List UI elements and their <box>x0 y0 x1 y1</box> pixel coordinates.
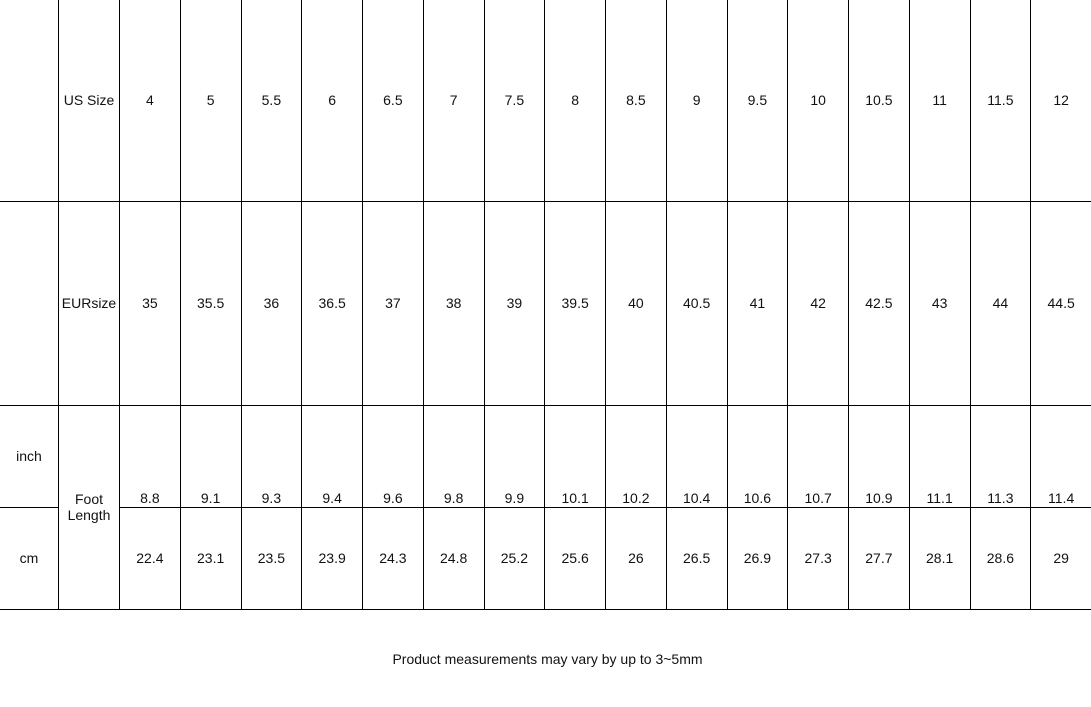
inch-cell: 10.9 <box>848 405 910 508</box>
us-size-cell: 7 <box>423 0 485 202</box>
inch-cell: 11.3 <box>970 405 1032 508</box>
us-size-cell: 10 <box>787 0 849 202</box>
us-size-cell: 5 <box>180 0 242 202</box>
inch-cell: 11.1 <box>909 405 971 508</box>
cm-cell: 23.1 <box>180 507 242 610</box>
inch-cell: 10.2 <box>605 405 667 508</box>
cm-cell: 27.3 <box>787 507 849 610</box>
eur-size-cell: 38 <box>423 201 485 406</box>
cm-cell: 25.2 <box>484 507 546 610</box>
empty-cell <box>0 0 59 202</box>
inch-cell: 9.3 <box>241 405 303 508</box>
cm-cell: 29 <box>1030 507 1091 610</box>
cm-cell: 24.3 <box>362 507 424 610</box>
inch-cell: 10.4 <box>666 405 728 508</box>
cm-cell: 26.9 <box>727 507 789 610</box>
cm-cell: 26.5 <box>666 507 728 610</box>
inch-cell: 10.6 <box>727 405 789 508</box>
us-size-cell: 4 <box>119 0 181 202</box>
cm-cell: 28.6 <box>970 507 1032 610</box>
eur-size-cell: 42.5 <box>848 201 910 406</box>
us-size-cell: 9 <box>666 0 728 202</box>
inch-cell: 9.9 <box>484 405 546 508</box>
eur-size-cell: 36 <box>241 201 303 406</box>
eur-size-cell: 43 <box>909 201 971 406</box>
us-size-row: US Size 4 5 5.5 6 6.5 7 7.5 8 8.5 9 9.5 10 10.5 11 11.… <box>0 0 1091 202</box>
us-size-cell: 6 <box>301 0 363 202</box>
eur-size-cell: 44 <box>970 201 1032 406</box>
us-size-cell: 7.5 <box>484 0 546 202</box>
us-size-label: US Size <box>58 0 120 202</box>
us-size-cell: 11.5 <box>970 0 1032 202</box>
cm-label: cm <box>0 507 59 610</box>
foot-length-label: Foot Length <box>58 405 120 610</box>
cm-cell: 27.7 <box>848 507 910 610</box>
inch-cell: 9.8 <box>423 405 485 508</box>
inch-cell: 9.4 <box>301 405 363 508</box>
cm-cell: 26 <box>605 507 667 610</box>
eur-size-label: EURsize <box>58 201 120 406</box>
eur-size-cell: 35.5 <box>180 201 242 406</box>
eur-size-cell: 40.5 <box>666 201 728 406</box>
cm-cell: 25.6 <box>544 507 606 610</box>
eur-size-cell: 40 <box>605 201 667 406</box>
us-size-cell: 10.5 <box>848 0 910 202</box>
measurement-note: Product measurements may vary by up to 3… <box>392 651 703 667</box>
us-size-cell: 8.5 <box>605 0 667 202</box>
inch-cell: 9.1 <box>180 405 242 508</box>
us-size-cell: 9.5 <box>727 0 789 202</box>
cm-cell: 23.9 <box>301 507 363 610</box>
us-size-cell: 8 <box>544 0 606 202</box>
eur-size-cell: 36.5 <box>301 201 363 406</box>
cm-cell: 28.1 <box>909 507 971 610</box>
cm-cell: 23.5 <box>241 507 303 610</box>
eur-size-cell: 42 <box>787 201 849 406</box>
inch-cell: 8.8 <box>119 405 181 508</box>
cm-row: cm 22.4 23.1 23.5 23.9 24.3 24.8 25.2 25.6 26 26.… <box>0 507 1091 610</box>
us-size-cell: 12 <box>1030 0 1091 202</box>
cm-cell: 24.8 <box>423 507 485 610</box>
eur-size-cell: 44.5 <box>1030 201 1091 406</box>
inch-cell: 9.6 <box>362 405 424 508</box>
empty-cell <box>0 201 59 406</box>
cm-cell: 22.4 <box>119 507 181 610</box>
inch-label: inch <box>0 405 59 508</box>
inch-row: inch Foot Length 8.8 9.1 9.3 9.4 9.6 9.8 9.9 10… <box>0 405 1091 610</box>
eur-size-row: EURsize 35 35.5 36 36.5 37 38 39 39.5 40 40.5 41 42… <box>0 201 1091 406</box>
eur-size-cell: 41 <box>727 201 789 406</box>
inch-cell: 10.7 <box>787 405 849 508</box>
eur-size-cell: 35 <box>119 201 181 406</box>
eur-size-cell: 39 <box>484 201 546 406</box>
us-size-cell: 5.5 <box>241 0 303 202</box>
size-chart-table: US Size 4 5 5.5 6 6.5 7 7.5 8 8.5 9 9.5 10 10.5 11 11.… <box>0 0 1091 610</box>
eur-size-cell: 39.5 <box>544 201 606 406</box>
us-size-cell: 11 <box>909 0 971 202</box>
us-size-cell: 6.5 <box>362 0 424 202</box>
eur-size-cell: 37 <box>362 201 424 406</box>
inch-cell: 11.4 <box>1030 405 1091 508</box>
inch-cell: 10.1 <box>544 405 606 508</box>
